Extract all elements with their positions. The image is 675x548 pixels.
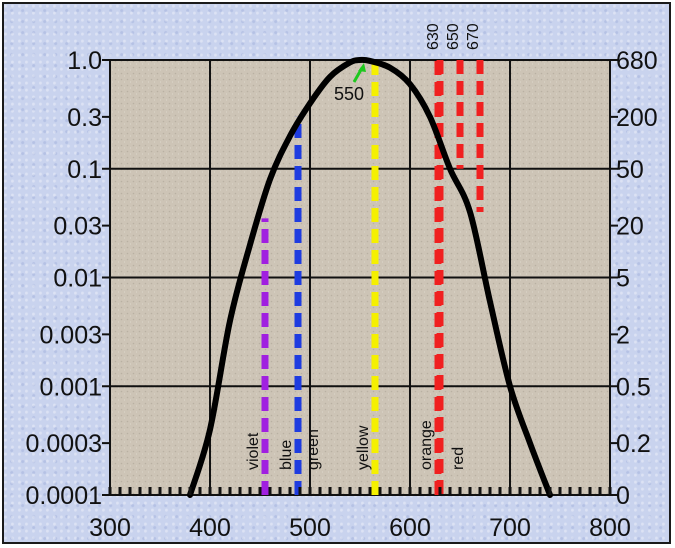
color-label-orange: orange xyxy=(418,420,435,470)
y-right-tick-label: 0.2 xyxy=(616,430,651,458)
x-tick-label: 700 xyxy=(489,514,531,542)
y-left-tick-label: 0.3 xyxy=(67,104,102,132)
y-left-tick-label: 0.0003 xyxy=(26,430,102,458)
color-label-blue: blue xyxy=(278,440,295,470)
y-left-tick-label: 0.001 xyxy=(39,373,102,401)
top-label-650: 650 xyxy=(445,23,462,50)
top-label-670: 670 xyxy=(465,23,482,50)
x-tick-label: 400 xyxy=(189,514,231,542)
y-left-tick-label: 1.0 xyxy=(67,47,102,75)
y-right-tick-label: 20 xyxy=(616,213,644,241)
x-tick-label: 500 xyxy=(289,514,331,542)
wavelength-lines xyxy=(261,60,484,495)
y-right-tick-label: 5 xyxy=(616,265,630,293)
peak-arrowhead xyxy=(358,63,366,72)
y-left-tick-label: 0.0001 xyxy=(26,482,102,510)
color-label-green: green xyxy=(305,429,322,470)
axis-ticks xyxy=(102,59,618,496)
x-tick-label: 800 xyxy=(589,514,631,542)
top-label-630: 630 xyxy=(425,23,442,50)
y-right-tick-label: 680 xyxy=(616,47,658,75)
sensitivity-curve xyxy=(187,56,553,498)
y-right-tick-label: 2 xyxy=(616,321,630,349)
y-left-tick-label: 0.1 xyxy=(67,156,102,184)
y-right-tick-label: 0 xyxy=(616,482,630,510)
y-left-tick-label: 0.003 xyxy=(39,321,102,349)
y-right-tick-label: 0.5 xyxy=(616,373,651,401)
color-label-yellow: yellow xyxy=(355,425,372,470)
y-left-tick-label: 0.01 xyxy=(53,265,102,293)
x-tick-label: 300 xyxy=(89,514,131,542)
peak-label: 550 xyxy=(334,84,364,104)
color-label-violet: violet xyxy=(245,432,262,470)
color-label-red: red xyxy=(450,447,467,470)
y-left-tick-label: 0.03 xyxy=(53,213,102,241)
curve-layer: 550 xyxy=(187,56,553,498)
y-right-tick-label: 200 xyxy=(616,104,658,132)
y-right-tick-label: 50 xyxy=(616,156,644,184)
axis-labels: 300 400 500 600 700 8001.00.30.10.030.010.003… xyxy=(26,23,658,542)
x-tick-label: 600 xyxy=(389,514,431,542)
